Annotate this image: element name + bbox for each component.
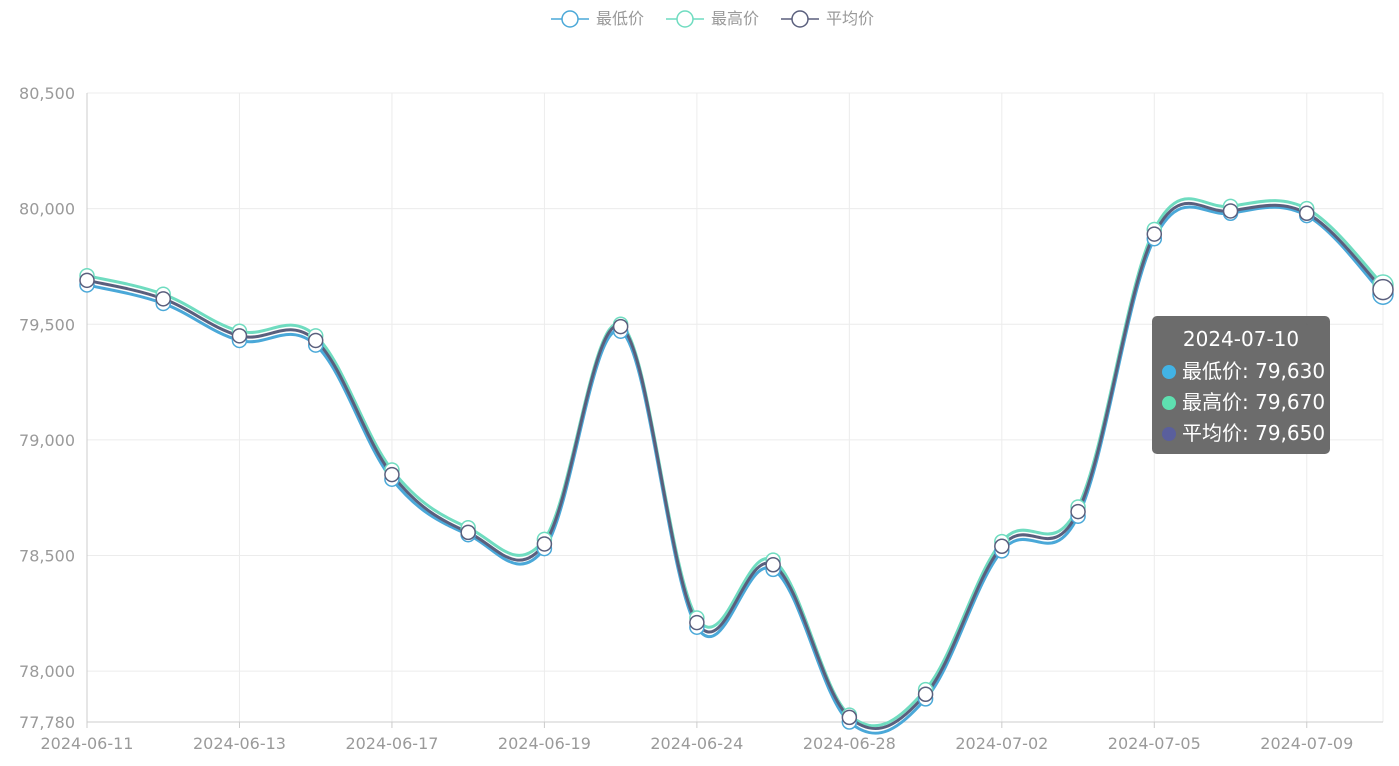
data-point-avg[interactable] [1070,503,1086,520]
tooltip-row-avg: 平均价: 79,650 [1162,418,1325,449]
x-tick-label: 2024-07-05 [1108,734,1201,753]
data-point-avg[interactable] [612,318,629,335]
tooltip-label-avg: 平均价: 79,650 [1182,421,1326,445]
axes: 80,500 80,000 79,500 79,000 78,500 78,000 77,7… [19,84,1383,753]
legend-label: 平均价 [826,9,874,28]
y-tick-label: 78,500 [19,547,75,566]
data-point-avg[interactable] [460,524,476,541]
legend[interactable]: 最低价 最高价 平均价 [551,9,874,28]
x-tick-label: 2024-06-17 [345,734,438,753]
data-point-avg[interactable] [536,536,553,552]
data-point-avg[interactable] [1299,205,1315,221]
data-point-avg[interactable] [994,538,1010,554]
y-tick-label: 80,500 [19,84,75,103]
data-point-avg[interactable] [765,557,781,573]
data-point-avg[interactable] [307,332,324,349]
tooltip: 2024-07-10 最低价: 79,630 最高价: 79,670 平均价: … [1152,316,1330,454]
legend-item-min[interactable]: 最低价 [551,9,644,28]
data-point-avg[interactable] [1222,203,1239,219]
y-tick-label: 80,000 [19,200,75,219]
legend-label: 最高价 [711,9,759,28]
series-line-max [86,197,1385,728]
series-line-avg [86,201,1385,730]
y-tick-label: 79,500 [19,315,75,334]
series-line-min [86,205,1385,735]
x-tick-label: 2024-07-09 [1260,734,1353,753]
tooltip-row-max: 最高价: 79,670 [1162,387,1325,418]
x-tick-label: 2024-06-19 [498,734,591,753]
legend-label: 最低价 [596,9,644,28]
tooltip-row-min: 最低价: 79,630 [1162,356,1325,387]
tooltip-title: 2024-07-10 [1182,327,1300,351]
x-tick-label: 2024-06-13 [193,734,286,753]
legend-item-max[interactable]: 最高价 [666,9,759,28]
y-tick-label: 77,780 [19,713,75,732]
tooltip-label-max: 最高价: 79,670 [1182,390,1326,414]
x-tick-label: 2024-07-02 [955,734,1048,753]
y-tick-label: 79,000 [19,431,75,450]
y-tick-label: 78,000 [19,662,75,681]
data-point-avg[interactable] [1146,226,1163,242]
tooltip-dot-min [1162,365,1176,379]
grid [86,92,1384,723]
data-point-avg[interactable] [79,272,95,289]
data-point-avg[interactable] [155,291,171,307]
data-point-avg[interactable] [384,466,400,483]
data-point-avg[interactable] [841,709,858,726]
data-point-avg[interactable] [1372,278,1394,301]
data-point-avg[interactable] [689,614,705,631]
data-point-avg[interactable] [917,686,934,702]
x-tick-label: 2024-06-28 [803,734,896,753]
legend-marker [791,10,809,28]
series [79,197,1394,735]
x-tick-label: 2024-06-24 [650,734,743,753]
data-point-avg[interactable] [231,328,248,344]
tooltip-dot-avg [1162,427,1176,441]
legend-item-avg[interactable]: 平均价 [781,9,874,28]
tooltip-label-min: 最低价: 79,630 [1182,359,1326,383]
legend-marker [561,10,579,28]
x-tick-label: 2024-06-11 [41,734,134,753]
tooltip-dot-max [1162,396,1176,410]
legend-marker [676,10,694,28]
